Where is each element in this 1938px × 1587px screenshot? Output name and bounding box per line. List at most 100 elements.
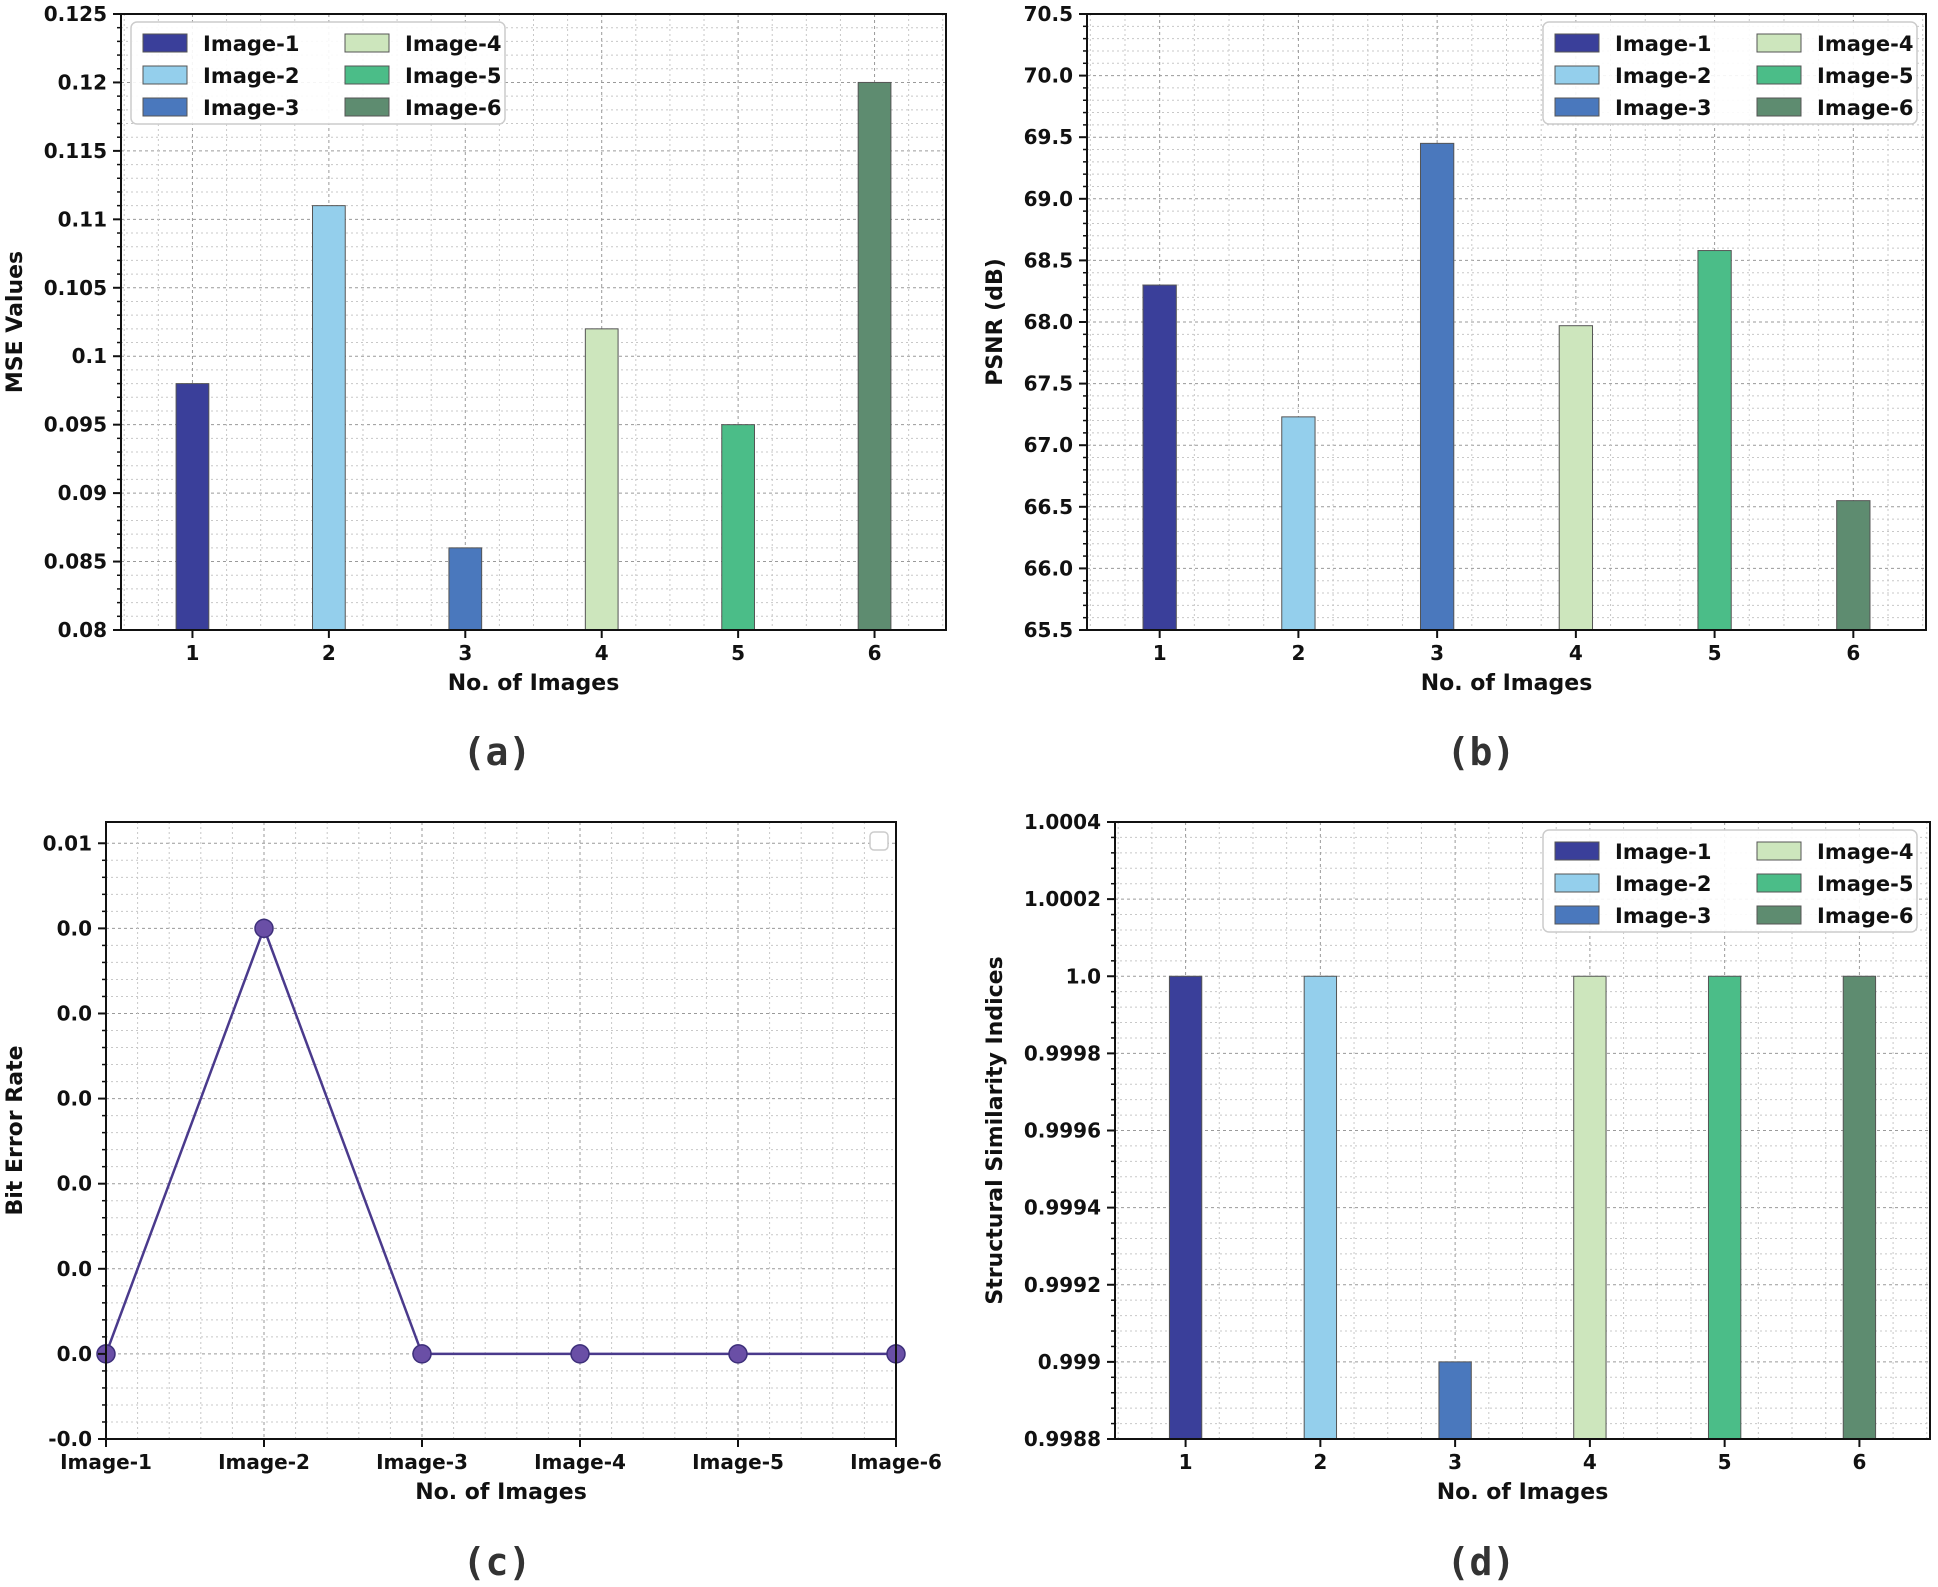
y-tick-label: 0.12 [58, 70, 107, 94]
panel-label-a: (a) [463, 730, 532, 774]
legend-label: Image-3 [1615, 904, 1711, 928]
legend-swatch [1756, 873, 1802, 893]
legend-label: Image-4 [1817, 840, 1913, 864]
x-tick-label: 3 [1448, 1450, 1462, 1474]
y-tick-label: 0.115 [44, 139, 107, 163]
panel-label-c: (c) [463, 1540, 532, 1584]
legend-label: Image-1 [203, 32, 299, 56]
bar-image-5 [1707, 975, 1742, 1440]
ber-point [570, 1344, 590, 1364]
x-tick-label: Image-6 [850, 1450, 942, 1474]
bar-image-1 [175, 383, 210, 631]
ber-point [728, 1344, 748, 1364]
legend-label: Image-6 [1817, 904, 1913, 928]
y-tick-label: 0.08 [58, 618, 107, 642]
x-tick-label: 1 [185, 641, 199, 665]
legend-label: Image-5 [1817, 872, 1913, 896]
x-tick-label: Image-5 [692, 1450, 784, 1474]
x-tick-label: 6 [1846, 641, 1860, 665]
chart-b: 65.5 66.0 66.5 67.0 67.5 68.0 68.5 69.0 69.5 70.0… [983, 2, 1927, 774]
bar-image-6 [1842, 975, 1877, 1440]
legend-swatch [1554, 905, 1600, 925]
y-tick-label: 0.0 [57, 1342, 92, 1366]
x-tick-label: 1 [1153, 641, 1167, 665]
y-tick-label: 0.095 [44, 413, 107, 437]
y-tick-label: 0.105 [44, 276, 107, 300]
y-tick-label: 67.5 [1024, 372, 1073, 396]
y-tick-label: 70.0 [1024, 64, 1073, 88]
legend-swatch [344, 33, 390, 53]
legend-label: Image-1 [1615, 32, 1711, 56]
bar-image-1 [1142, 284, 1177, 631]
bar-image-3 [448, 547, 483, 631]
legend-label: Image-2 [203, 64, 299, 88]
y-tick-label: 66.0 [1024, 556, 1073, 580]
bar-image-1 [1168, 975, 1203, 1440]
legend-swatch [1756, 841, 1802, 861]
y-tick-label: 0.0 [57, 916, 92, 940]
legend-box [130, 21, 506, 125]
legend-swatch [344, 97, 390, 117]
x-tick-label: Image-3 [376, 1450, 468, 1474]
x-tick-label: 5 [1708, 641, 1722, 665]
y-tick-label: 0.9992 [1024, 1273, 1101, 1297]
x-tick-label: 2 [1291, 641, 1305, 665]
legend-swatch [1554, 97, 1600, 117]
legend-d: Image-1 Image-2 Image-3 Image-4 Image-5 Image… [1542, 829, 1918, 933]
x-tick-label: 6 [868, 641, 882, 665]
legend-swatch [142, 33, 188, 53]
y-tick-label: 0.999 [1038, 1350, 1101, 1374]
y-tick-label: 0.0 [57, 1001, 92, 1025]
y-tick-label: 0.9988 [1024, 1427, 1101, 1451]
legend-label: Image-5 [405, 64, 501, 88]
grid-c [105, 822, 896, 1440]
y-tick-label: 0.9994 [1024, 1196, 1101, 1220]
legend-swatch [1756, 65, 1802, 85]
legend-swatch [1756, 97, 1802, 117]
y-tick-label: 0.01 [43, 831, 92, 855]
axes-frame-a [120, 13, 947, 631]
bar-image-2 [1303, 975, 1338, 1440]
y-tick-label: 1.0002 [1024, 887, 1101, 911]
x-tick-label: 1 [1179, 1450, 1193, 1474]
legend-label: Image-2 [1615, 64, 1711, 88]
y-tick-label: 0.125 [44, 2, 107, 26]
y-tick-label: 0.0 [57, 1257, 92, 1281]
panel-label-d: (d) [1447, 1540, 1516, 1584]
y-tick-label: -0.0 [48, 1427, 92, 1451]
y-tick-label: 70.5 [1024, 2, 1073, 26]
legend-swatch [142, 65, 188, 85]
legend-swatch [1554, 841, 1600, 861]
legend-a: Image-1 Image-2 Image-3 Image-4 Image-5 Image… [130, 21, 506, 125]
legend-box [1542, 829, 1918, 933]
bar-image-2 [312, 205, 346, 631]
legend-swatch [1756, 905, 1802, 925]
bar-image-4 [584, 328, 619, 631]
bar-image-3 [1438, 1361, 1472, 1440]
x-tick-label: Image-4 [534, 1450, 626, 1474]
y-tick-label: 0.085 [44, 550, 107, 574]
legend-label: Image-6 [405, 96, 501, 120]
x-tick-label: 5 [1718, 1450, 1732, 1474]
ber-point [254, 918, 274, 939]
legend-b: Image-1 Image-2 Image-3 Image-4 Image-5 Image… [1542, 21, 1918, 125]
panel-label-b: (b) [1447, 730, 1516, 774]
y-axis-label: MSE Values [3, 251, 28, 393]
y-tick-label: 0.1 [72, 344, 107, 368]
y-tick-label: 0.9996 [1024, 1119, 1101, 1143]
x-tick-label: 4 [1583, 1450, 1597, 1474]
y-tick-label: 0.0 [57, 1087, 92, 1111]
x-tick-label: 6 [1852, 1450, 1866, 1474]
bar-image-6 [1836, 500, 1871, 631]
x-tick-label: 5 [731, 641, 745, 665]
y-tick-label: 68.5 [1024, 248, 1073, 272]
bar-image-6 [857, 81, 892, 631]
legend-swatch [1554, 873, 1600, 893]
legend-label: Image-6 [1817, 96, 1913, 120]
x-tick-label: Image-2 [218, 1450, 310, 1474]
ber-point [412, 1344, 432, 1364]
legend-label: Image-5 [1817, 64, 1913, 88]
x-axis-label: No. of Images [1437, 1480, 1609, 1505]
y-tick-label: 65.5 [1024, 618, 1073, 642]
